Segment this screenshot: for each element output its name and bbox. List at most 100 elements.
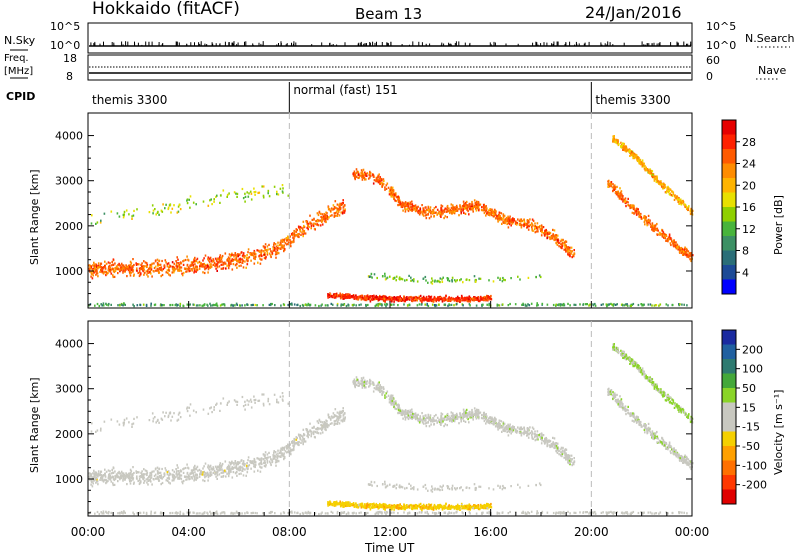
nsky-trace xyxy=(89,41,692,47)
power-echo xyxy=(154,265,157,268)
power-echo xyxy=(154,208,156,211)
power-echo xyxy=(94,270,97,273)
power-echo xyxy=(585,303,587,306)
power-echo xyxy=(153,266,156,270)
power-echo xyxy=(441,280,444,283)
velocity-echo xyxy=(128,475,130,478)
power-echo xyxy=(638,212,641,216)
power-echo xyxy=(614,303,617,306)
power-echo xyxy=(443,303,446,306)
velocity-echo xyxy=(91,422,93,425)
power-echo xyxy=(158,213,160,216)
power-echo xyxy=(404,210,407,213)
power-echo xyxy=(196,257,199,260)
power-echo xyxy=(686,248,688,252)
velocity-echo xyxy=(208,474,210,477)
power-echo xyxy=(490,294,492,298)
power-echo xyxy=(433,297,435,300)
power-echo xyxy=(101,267,104,270)
power-echo xyxy=(347,304,350,307)
power-echo xyxy=(108,302,110,306)
velocity-echo xyxy=(138,471,140,474)
power-echo xyxy=(528,225,531,228)
power-echo xyxy=(451,279,453,282)
power-echo xyxy=(276,193,278,196)
velocity-echo xyxy=(324,425,326,428)
power-echo xyxy=(360,174,362,177)
power-echo xyxy=(298,233,300,236)
velocity-echo xyxy=(109,472,111,476)
power-echo xyxy=(126,267,129,270)
power-echo xyxy=(471,208,474,211)
power-echo xyxy=(553,229,556,232)
power-echo xyxy=(241,254,244,257)
power-echo xyxy=(186,270,188,273)
power-echo xyxy=(121,267,124,270)
power-echo xyxy=(655,180,658,184)
velocity-echo xyxy=(138,478,141,481)
velocity-echo xyxy=(112,482,114,485)
power-echo xyxy=(564,248,567,251)
power-echo xyxy=(562,304,564,307)
power-echo xyxy=(371,297,374,300)
power-echo xyxy=(395,199,397,203)
power-echo xyxy=(100,268,102,272)
power-echo xyxy=(380,296,383,299)
power-echo xyxy=(130,262,133,265)
power-echo xyxy=(494,213,497,216)
power-echo xyxy=(631,153,633,156)
power-echo xyxy=(401,278,404,281)
power-echo xyxy=(320,215,322,219)
power-echo xyxy=(633,157,636,160)
power-echo xyxy=(398,200,401,203)
power-echo xyxy=(402,204,404,207)
velocity-echo xyxy=(149,472,151,475)
power-echo xyxy=(505,216,508,220)
velocity-echo xyxy=(107,469,110,472)
power-echo xyxy=(667,240,669,243)
velocity-echo xyxy=(264,461,266,464)
power-echo xyxy=(501,222,503,225)
power-echo xyxy=(379,302,381,305)
power-echo xyxy=(92,268,94,271)
velocity-echo xyxy=(299,437,302,440)
velocity-echo xyxy=(326,423,328,426)
velocity-echo xyxy=(216,471,218,474)
power-echo xyxy=(561,244,564,248)
velocity-echo xyxy=(275,464,277,467)
power-echo xyxy=(451,210,453,213)
power-echo xyxy=(258,191,261,194)
power-echo xyxy=(383,298,386,301)
power-echo xyxy=(488,296,491,299)
power-echo xyxy=(456,208,458,211)
velocity-echo xyxy=(232,467,234,471)
velocity-echo xyxy=(176,464,178,467)
power-echo xyxy=(337,212,339,215)
power-echo xyxy=(150,265,153,269)
power-echo xyxy=(313,222,315,225)
power-echo xyxy=(402,209,404,212)
velocity-echo xyxy=(285,445,288,448)
power-echo xyxy=(675,241,677,244)
power-echo xyxy=(446,216,448,219)
ytick-label: 1000 xyxy=(55,265,83,278)
velocity-echo xyxy=(254,398,257,401)
power-echo xyxy=(413,296,415,299)
power-echo xyxy=(455,299,457,302)
power-echo xyxy=(234,304,236,307)
power-echo xyxy=(539,275,542,279)
velocity-echo xyxy=(274,461,277,464)
power-echo xyxy=(149,266,151,269)
power-echo xyxy=(128,264,130,267)
power-echo xyxy=(582,303,584,306)
power-echo xyxy=(447,297,450,300)
power-echo xyxy=(371,276,373,279)
power-echo xyxy=(670,238,673,241)
velocity-echo xyxy=(185,475,188,478)
power-echo xyxy=(416,206,418,209)
power-echo xyxy=(215,259,218,262)
power-echo xyxy=(151,275,153,278)
power-echo xyxy=(485,296,488,299)
velocity-echo xyxy=(200,473,203,476)
velocity-echo xyxy=(153,474,156,478)
